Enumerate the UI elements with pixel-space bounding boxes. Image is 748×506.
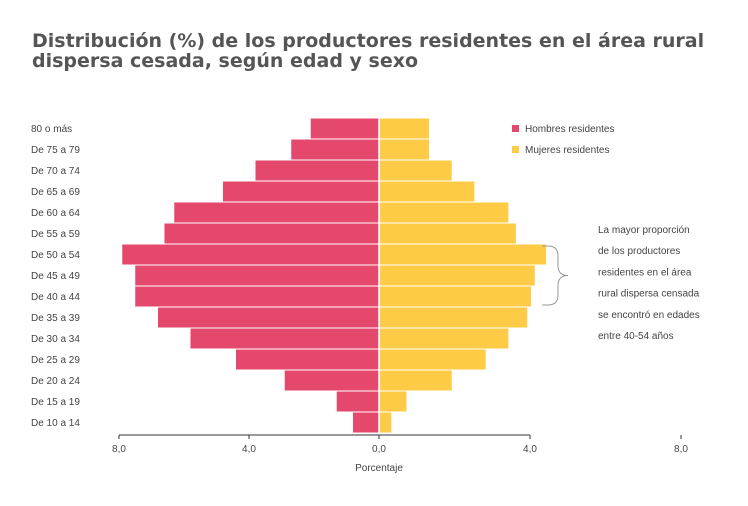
legend-label-0[interactable]: Hombres residentes	[525, 124, 614, 135]
annotation-text-line: residentes en el área	[598, 267, 692, 278]
annotation-text-line: entre 40-54 años	[598, 331, 674, 342]
bar-hombres-6	[122, 244, 379, 265]
category-label: De 25 a 29	[31, 355, 80, 366]
chart-title: Distribución (%) de los productores resi…	[32, 30, 705, 72]
annotation-text-line: de los productores	[598, 246, 680, 257]
bar-mujeres-11	[380, 349, 486, 370]
x-tick-label: 8,0	[112, 444, 126, 455]
bar-hombres-4	[174, 202, 379, 223]
legend-swatch-0[interactable]	[512, 125, 519, 132]
annotation-text-line: se encontró en edades	[598, 310, 700, 321]
x-tick-label: 0,0	[372, 444, 386, 455]
category-label: De 55 a 59	[31, 229, 80, 240]
bar-mujeres-14	[380, 412, 392, 433]
bar-mujeres-6	[380, 244, 547, 265]
bar-hombres-13	[336, 391, 379, 412]
bar-hombres-2	[255, 160, 379, 181]
category-label: De 45 a 49	[31, 271, 80, 282]
annotation-text-line: La mayor proporción	[598, 225, 690, 236]
bar-mujeres-5	[380, 223, 516, 244]
bar-mujeres-4	[380, 202, 509, 223]
category-label: De 10 a 14	[31, 418, 80, 429]
bar-mujeres-10	[380, 328, 509, 349]
bar-hombres-12	[284, 370, 379, 391]
legend-label-1[interactable]: Mujeres residentes	[525, 145, 609, 156]
bar-hombres-9	[158, 307, 379, 328]
bar-mujeres-2	[380, 160, 452, 181]
bar-mujeres-3	[380, 181, 475, 202]
category-label: De 50 a 54	[31, 250, 80, 261]
bar-mujeres-0	[380, 118, 430, 139]
x-tick-label: 4,0	[242, 444, 256, 455]
category-label: De 35 a 39	[31, 313, 80, 324]
bar-mujeres-8	[380, 286, 531, 307]
annotation-text-line: rural dispersa censada	[598, 289, 700, 300]
category-label: De 70 a 74	[31, 166, 80, 177]
legend-swatch-1[interactable]	[512, 146, 519, 153]
bar-mujeres-12	[380, 370, 452, 391]
bar-mujeres-13	[380, 391, 407, 412]
x-axis-title: Porcentaje	[355, 463, 403, 474]
bar-mujeres-9	[380, 307, 528, 328]
annotation-bracket	[542, 245, 569, 306]
bar-hombres-7	[135, 265, 379, 286]
bar-mujeres-7	[380, 265, 535, 286]
x-tick-label: 4,0	[523, 444, 537, 455]
category-label: De 30 a 34	[31, 334, 80, 345]
category-label: De 20 a 24	[31, 376, 80, 387]
bar-hombres-3	[223, 181, 379, 202]
bar-hombres-10	[190, 328, 379, 349]
category-label: De 75 a 79	[31, 145, 80, 156]
bar-hombres-0	[310, 118, 379, 139]
bar-mujeres-1	[380, 139, 430, 160]
category-label: De 15 a 19	[31, 397, 80, 408]
category-label: De 40 a 44	[31, 292, 80, 303]
category-label: De 65 a 69	[31, 187, 80, 198]
category-label: 80 o más	[31, 124, 72, 135]
bar-hombres-8	[135, 286, 379, 307]
bar-hombres-14	[353, 412, 379, 433]
bar-hombres-11	[236, 349, 379, 370]
bar-hombres-1	[291, 139, 379, 160]
x-tick-label: 8,0	[674, 444, 688, 455]
category-label: De 60 a 64	[31, 208, 80, 219]
bar-hombres-5	[164, 223, 379, 244]
